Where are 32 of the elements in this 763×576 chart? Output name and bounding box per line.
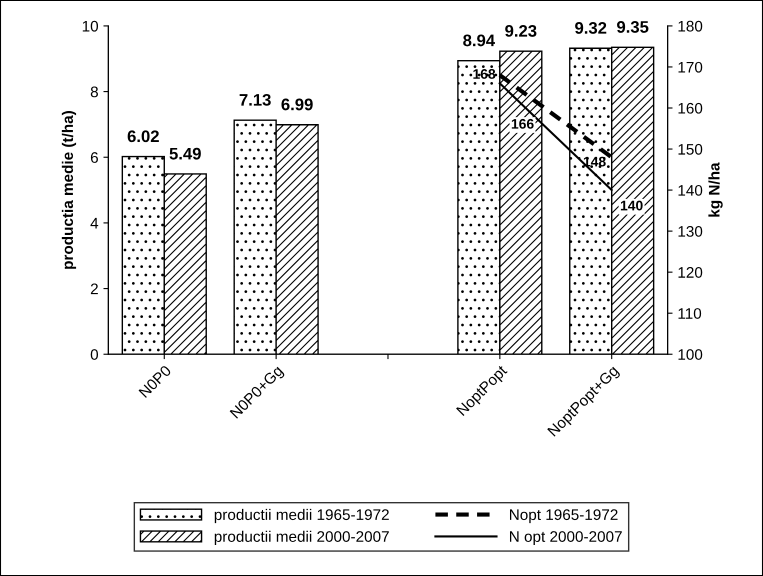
legend-label: productii medii 2000-2007 <box>214 530 389 545</box>
y2-tick-label: 130 <box>678 226 702 237</box>
y-tick-label: 4 <box>90 218 98 228</box>
y-tick-label: 2 <box>90 283 98 294</box>
y2-tick-label: 150 <box>678 144 702 155</box>
y-tick-label: 10 <box>82 20 98 32</box>
data-label: 5.49 <box>170 148 201 160</box>
y2-tick-label: 170 <box>678 62 702 73</box>
y2-axis-title: kg N/ha <box>708 162 723 217</box>
data-label: 9.23 <box>505 24 536 37</box>
y2-tick-label: 180 <box>678 20 702 32</box>
legend-label: Nopt 1965-1972 <box>510 509 618 524</box>
y-tick-label: 0 <box>90 349 98 360</box>
y2-tick-label: 100 <box>678 349 702 360</box>
y2-tick-label: 160 <box>678 102 702 114</box>
data-label: 7.13 <box>240 94 271 106</box>
y-axis-title: productia medie (t/ha) <box>62 111 76 269</box>
data-label: 9.35 <box>617 21 648 33</box>
y-tick-label: 8 <box>90 86 98 98</box>
legend-label: productii medii 1965-1972 <box>214 508 389 524</box>
y2-tick-label: 120 <box>678 267 702 278</box>
data-label: 166 <box>512 118 534 129</box>
y-tick-label: 6 <box>90 152 98 163</box>
legend-label: N opt 2000-2007 <box>510 531 622 545</box>
data-label: 6.99 <box>281 98 313 110</box>
data-label: 168 <box>473 69 496 79</box>
data-label: 140 <box>620 200 643 210</box>
data-label: 6.02 <box>128 130 159 142</box>
data-label: 9.32 <box>575 22 606 34</box>
y2-tick-label: 140 <box>678 184 702 196</box>
data-label: 8.94 <box>463 34 495 46</box>
y2-tick-label: 110 <box>678 308 702 319</box>
